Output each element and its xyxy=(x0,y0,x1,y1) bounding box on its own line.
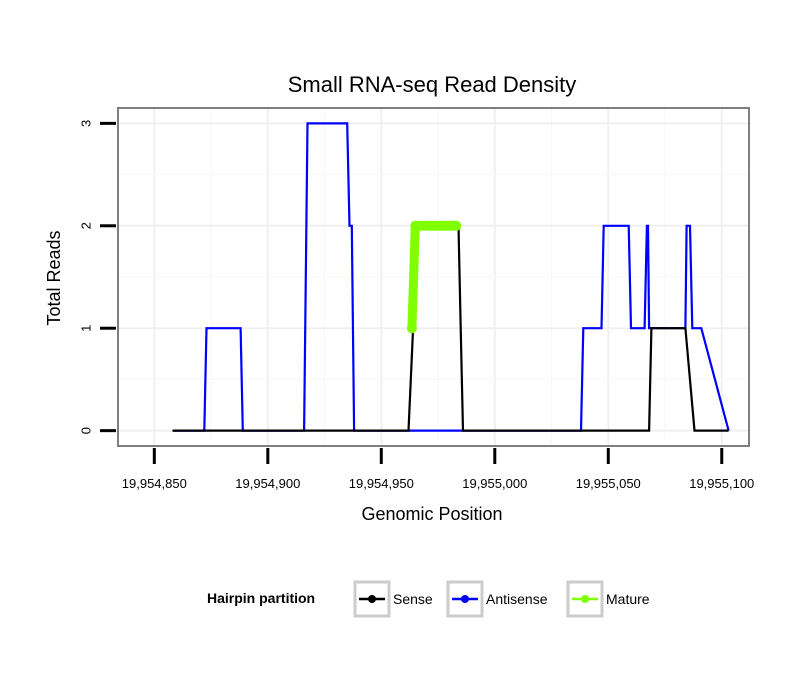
legend-label-mature: Mature xyxy=(606,591,650,607)
legend-label-sense: Sense xyxy=(393,591,433,607)
x-tick-label: 19,955,100 xyxy=(689,476,754,491)
y-axis: 0 1 2 3 xyxy=(78,120,116,434)
data-point-mature xyxy=(451,220,462,231)
x-tick-label: 19,954,850 xyxy=(122,476,187,491)
legend-label-antisense: Antisense xyxy=(486,591,548,607)
data-point-mature xyxy=(406,323,417,334)
x-axis: 19,954,850 19,954,900 19,954,950 19,955,000… xyxy=(122,448,754,491)
y-tick-label: 3 xyxy=(78,120,93,127)
x-tick-label: 19,955,050 xyxy=(576,476,641,491)
legend-item-antisense: Antisense xyxy=(446,580,548,618)
legend: Hairpin partition Sense Antisense Mature xyxy=(207,580,650,618)
x-tick-label: 19,954,900 xyxy=(235,476,300,491)
y-tick-label: 1 xyxy=(78,325,93,332)
y-axis-title: Total Reads xyxy=(44,230,64,325)
y-tick-label: 0 xyxy=(78,427,93,434)
legend-key-point xyxy=(368,595,376,603)
legend-title: Hairpin partition xyxy=(207,590,315,606)
legend-item-mature: Mature xyxy=(566,580,650,618)
x-tick-label: 19,954,950 xyxy=(349,476,414,491)
legend-item-sense: Sense xyxy=(353,580,433,618)
legend-key-point xyxy=(581,595,589,603)
y-tick-label: 2 xyxy=(78,222,93,229)
grid-lines xyxy=(118,108,749,446)
series-layer xyxy=(172,122,730,432)
legend-key-point xyxy=(461,595,469,603)
x-axis-title: Genomic Position xyxy=(361,504,502,524)
plot-area xyxy=(117,107,750,447)
chart-title: Small RNA-seq Read Density xyxy=(288,72,577,97)
x-tick-label: 19,955,000 xyxy=(462,476,527,491)
plot-border xyxy=(117,107,750,447)
